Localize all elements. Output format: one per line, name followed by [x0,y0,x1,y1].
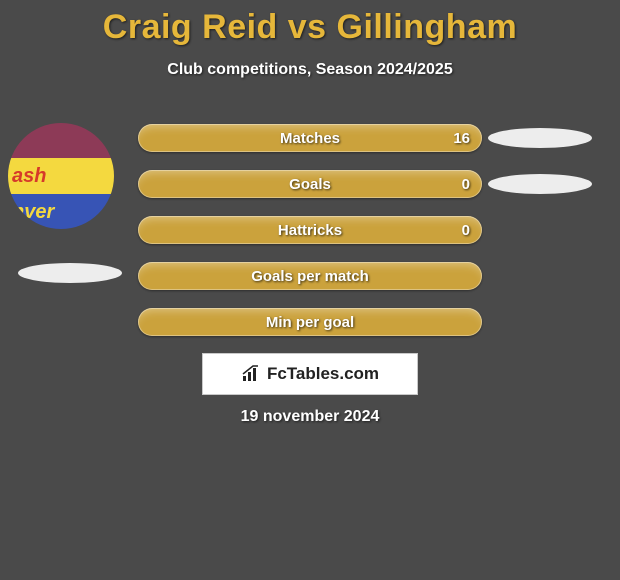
player-shadow-ellipse [18,263,122,283]
badge-text-mid: ash [12,166,46,186]
subtitle: Club competitions, Season 2024/2025 [0,61,620,79]
opponent-shadow-ellipse [488,174,592,194]
stat-bar-label: Matches [138,124,482,152]
stat-bar-label: Goals [138,170,482,198]
brand-chart-icon [241,365,261,383]
page-title: Craig Reid vs Gillingham [0,0,620,47]
brand-text: FcTables.com [267,364,379,384]
stat-bar-label: Goals per match [138,262,482,290]
opponent-shadow-ellipse [488,128,592,148]
stat-bar: Min per goal [138,308,482,336]
badge-stripe-mid: ash [8,158,114,194]
badge-text-bot: nver [12,202,54,222]
stat-bar-label: Min per goal [138,308,482,336]
badge-stripe-top [8,123,114,158]
stat-bar: Goals0 [138,170,482,198]
badge-stripe-bot: nver [8,194,114,229]
stat-bar-value: 0 [462,216,470,244]
brand-box[interactable]: FcTables.com [202,353,418,395]
stat-bar-value: 16 [453,124,470,152]
stat-bar-value: 0 [462,170,470,198]
date-text: 19 november 2024 [0,408,620,426]
stat-bar-label: Hattricks [138,216,482,244]
player-badge: ash nver [8,123,114,229]
stat-bar: Goals per match [138,262,482,290]
stat-bar: Hattricks0 [138,216,482,244]
stat-bar: Matches16 [138,124,482,152]
stats-bars: Matches16Goals0Hattricks0Goals per match… [138,124,482,354]
